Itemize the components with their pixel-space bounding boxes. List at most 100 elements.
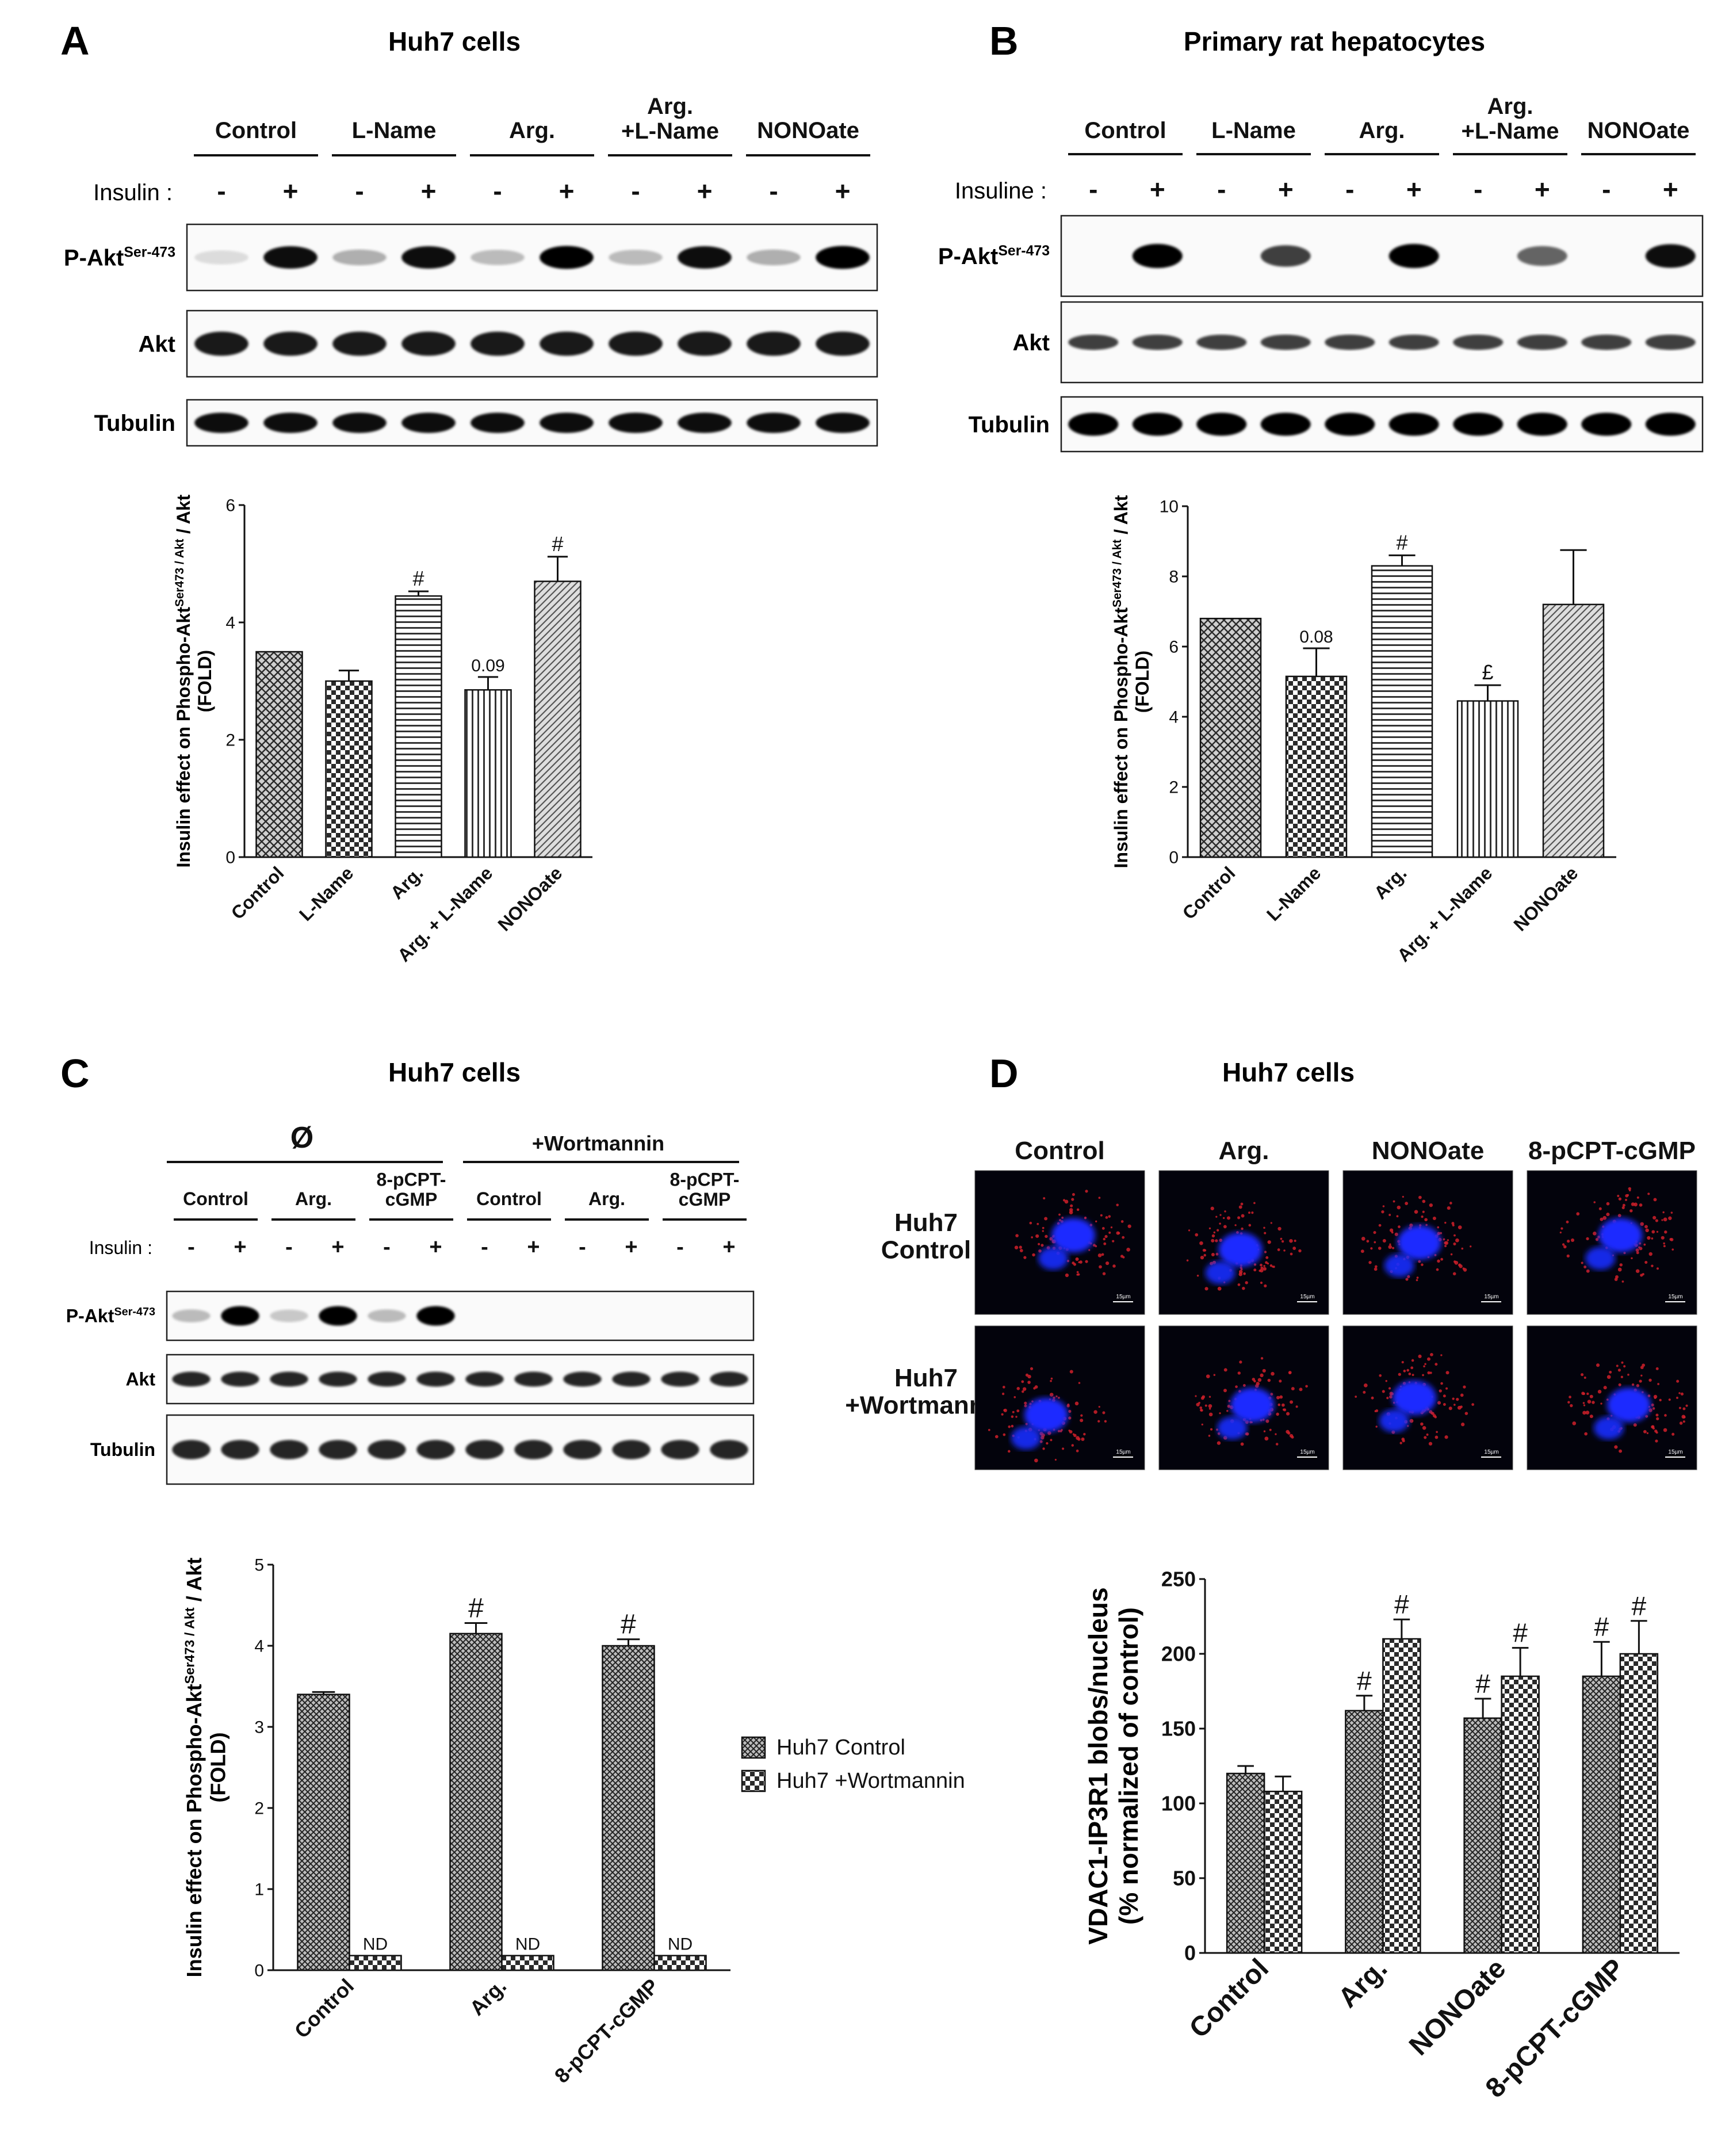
red-puncta [1447, 1239, 1449, 1241]
group-labels-c: Ø +Wortmannin [167, 1121, 739, 1163]
micrograph: 15µm [1342, 1325, 1513, 1470]
red-puncta [1097, 1420, 1100, 1423]
red-puncta [1617, 1368, 1621, 1372]
red-puncta [1401, 1361, 1404, 1364]
blot-band [194, 331, 248, 356]
red-puncta [1617, 1195, 1620, 1197]
blot-row-label: P-AktSer-473 [938, 243, 1050, 269]
micro-column-label: NONOate [1372, 1137, 1485, 1165]
red-puncta [1222, 1217, 1225, 1220]
red-puncta [1569, 1396, 1571, 1398]
red-puncta [1617, 1214, 1621, 1218]
red-puncta [1213, 1231, 1216, 1234]
red-puncta [1583, 1265, 1587, 1268]
red-puncta [1241, 1214, 1245, 1218]
blot-band [1388, 244, 1439, 268]
red-puncta [1290, 1252, 1293, 1256]
red-puncta [1277, 1226, 1282, 1231]
red-puncta [1435, 1363, 1438, 1366]
blot-frame [166, 1354, 755, 1405]
blot-frame [166, 1414, 755, 1485]
red-puncta [1023, 1256, 1027, 1259]
red-puncta [1283, 1408, 1287, 1412]
red-puncta [1460, 1405, 1463, 1408]
bar [395, 595, 442, 858]
red-puncta [1685, 1404, 1688, 1407]
red-puncta [1402, 1195, 1404, 1198]
red-puncta [1635, 1248, 1639, 1252]
bar-annotation: # [1632, 1591, 1647, 1621]
red-puncta [1281, 1240, 1284, 1243]
blot-band [332, 412, 387, 433]
red-puncta [1199, 1241, 1203, 1245]
nucleus [1024, 1398, 1068, 1432]
red-puncta [1042, 1226, 1045, 1229]
bar [1582, 1675, 1621, 1954]
red-puncta [1291, 1387, 1295, 1391]
red-puncta [1211, 1234, 1215, 1238]
red-puncta [1586, 1269, 1590, 1273]
red-puncta [1620, 1375, 1623, 1378]
red-puncta [1305, 1385, 1308, 1388]
x-tick-label: L-Name [295, 862, 357, 924]
red-puncta [1645, 1228, 1649, 1233]
red-puncta [1418, 1354, 1422, 1358]
blot-band [514, 1440, 553, 1459]
red-puncta [1676, 1396, 1678, 1399]
bar-annotation: ND [515, 1935, 540, 1954]
red-puncta [1463, 1385, 1466, 1389]
y-tick-label: 150 [1161, 1717, 1196, 1741]
red-puncta [1668, 1398, 1671, 1401]
red-puncta [1627, 1374, 1629, 1376]
red-puncta [1422, 1425, 1426, 1430]
red-puncta [1566, 1220, 1569, 1224]
red-puncta [1001, 1413, 1004, 1416]
red-puncta [1001, 1392, 1005, 1396]
red-puncta [1399, 1442, 1402, 1444]
red-puncta [1629, 1209, 1633, 1213]
red-puncta [1237, 1216, 1241, 1220]
red-puncta [1581, 1262, 1583, 1264]
bar [1371, 565, 1433, 858]
red-puncta [1659, 1398, 1662, 1402]
blot-band [1196, 412, 1247, 436]
red-puncta [1652, 1407, 1655, 1410]
red-puncta [1398, 1225, 1401, 1229]
red-puncta [1024, 1404, 1027, 1408]
red-puncta [1050, 1439, 1053, 1442]
red-puncta [1046, 1442, 1049, 1445]
blot-band [270, 1371, 308, 1387]
red-puncta [1070, 1204, 1073, 1207]
red-puncta [1602, 1215, 1607, 1220]
y-tick-label: 200 [1161, 1642, 1196, 1666]
red-puncta [1240, 1268, 1243, 1271]
bar-annotation: # [621, 1610, 636, 1640]
red-puncta [1186, 1259, 1189, 1262]
red-puncta [1294, 1240, 1296, 1243]
red-puncta [1663, 1242, 1665, 1245]
red-puncta [1217, 1229, 1219, 1232]
insulin-sign: + [234, 1235, 246, 1259]
y-axis-label: VDAC1-IP3R1 blobs/nucleus(% normalized o… [1083, 1587, 1143, 1944]
red-puncta [1042, 1447, 1045, 1450]
red-puncta [1636, 1251, 1639, 1255]
red-puncta [1434, 1416, 1437, 1419]
red-puncta [1643, 1429, 1647, 1433]
blot-band [612, 1440, 651, 1459]
blot-band [194, 250, 248, 265]
red-puncta [1291, 1435, 1294, 1439]
red-puncta [1464, 1412, 1468, 1415]
red-puncta [1196, 1402, 1200, 1406]
blot-band [609, 331, 663, 356]
red-puncta [1120, 1220, 1124, 1223]
red-puncta [1204, 1287, 1208, 1291]
legend-swatch [741, 1769, 766, 1792]
micrograph: 15µm [1527, 1325, 1697, 1470]
bar-chart-c: 0 1 2 3 4 5 Insulin effect on Phospho-AktSer47… [182, 1556, 730, 2088]
red-puncta [1603, 1386, 1607, 1390]
blot-band [540, 331, 594, 356]
red-puncta [1617, 1267, 1622, 1272]
red-puncta [1437, 1259, 1440, 1263]
red-puncta [1022, 1387, 1027, 1391]
insulin-sign: - [631, 176, 640, 206]
